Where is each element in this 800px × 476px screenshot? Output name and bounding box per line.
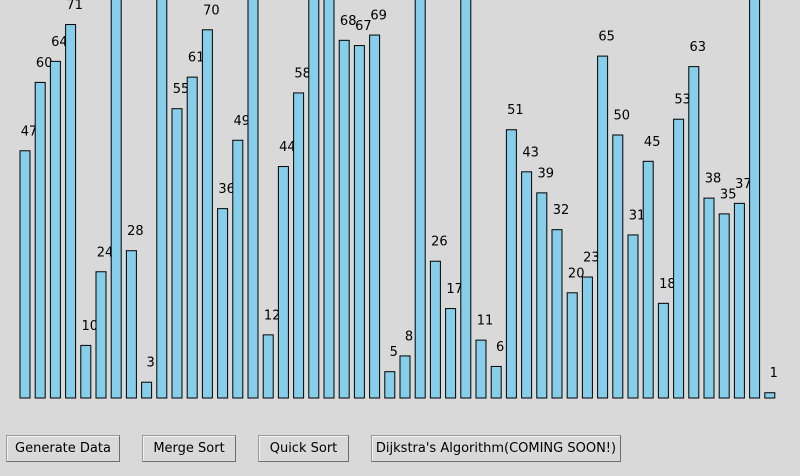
bar-value-label: 6 xyxy=(496,340,504,355)
bar xyxy=(80,344,92,399)
bar-value-label: 37 xyxy=(735,177,752,192)
bar xyxy=(171,108,183,399)
bar xyxy=(460,0,472,399)
bar-value-label: 39 xyxy=(538,166,555,181)
bar xyxy=(217,208,229,399)
bar xyxy=(369,34,381,399)
bar xyxy=(597,55,609,399)
bar-value-label: 49 xyxy=(234,114,251,129)
bar-value-label: 43 xyxy=(522,145,539,160)
bar-value-label: 64 xyxy=(51,35,68,50)
bar xyxy=(141,381,153,399)
bar xyxy=(749,0,761,399)
bar-value-label: 67 xyxy=(355,19,372,34)
bar xyxy=(733,202,745,399)
bar-value-label: 45 xyxy=(644,135,661,150)
bar-value-label: 58 xyxy=(294,66,311,81)
bar-value-label: 51 xyxy=(507,103,524,118)
bar-value-label: 5 xyxy=(390,345,398,360)
bar-value-label: 18 xyxy=(659,277,676,292)
bar xyxy=(293,92,305,399)
bar xyxy=(551,229,563,399)
bar-value-label: 69 xyxy=(370,9,387,24)
bar xyxy=(110,0,122,399)
bar xyxy=(521,171,533,399)
bar-value-label: 31 xyxy=(629,208,646,223)
bar-value-label: 55 xyxy=(173,82,190,97)
bar xyxy=(566,292,578,399)
bar xyxy=(718,213,730,399)
bar xyxy=(65,24,77,399)
bar-value-label: 71 xyxy=(66,0,83,13)
bar xyxy=(399,355,411,399)
bar xyxy=(475,339,487,399)
bar-value-label: 47 xyxy=(21,124,38,139)
bar-value-label: 61 xyxy=(188,51,205,66)
bar xyxy=(536,192,548,399)
bar xyxy=(657,302,669,399)
bar-value-label: 12 xyxy=(264,308,281,323)
bar xyxy=(703,197,715,399)
bar-value-label: 17 xyxy=(446,282,463,297)
bar-value-label: 3 xyxy=(146,356,154,371)
dijkstra-button[interactable]: Dijkstra's Algorithm(COMING SOON!) xyxy=(371,435,621,462)
bar xyxy=(49,60,61,399)
bar xyxy=(323,0,335,399)
bar-value-label: 24 xyxy=(97,245,114,260)
quick-sort-button[interactable]: Quick Sort xyxy=(258,435,349,462)
bar-value-label: 32 xyxy=(553,203,570,218)
bar xyxy=(338,39,350,399)
bar-value-label: 65 xyxy=(598,30,615,45)
bar-value-label: 8 xyxy=(405,329,413,344)
bar-value-label: 70 xyxy=(203,3,220,18)
generate-data-button[interactable]: Generate Data xyxy=(6,435,120,462)
bar xyxy=(353,45,365,399)
bar-value-label: 11 xyxy=(477,314,494,329)
bar xyxy=(201,29,213,399)
bar xyxy=(581,276,593,399)
bar-value-label: 26 xyxy=(431,235,448,250)
bar-value-label: 44 xyxy=(279,140,296,155)
bar xyxy=(262,334,274,399)
bar-value-label: 35 xyxy=(720,187,737,202)
bar-value-label: 60 xyxy=(36,56,53,71)
bar xyxy=(125,250,137,399)
bar xyxy=(490,365,502,399)
bar xyxy=(277,166,289,399)
bar xyxy=(247,0,259,399)
bar-value-label: 38 xyxy=(705,172,722,187)
bar-value-label: 63 xyxy=(690,40,707,55)
bar xyxy=(688,66,700,399)
bar-canvas: 4760647110248528392556170364980124458889… xyxy=(19,0,778,399)
bar xyxy=(642,160,654,399)
bar xyxy=(505,129,517,399)
bar xyxy=(384,371,396,399)
bar xyxy=(95,271,107,399)
bar xyxy=(673,118,685,399)
bar-value-label: 53 xyxy=(674,93,691,108)
bar-value-label: 50 xyxy=(614,109,631,124)
merge-sort-button[interactable]: Merge Sort xyxy=(142,435,236,462)
bar-value-label: 23 xyxy=(583,251,600,266)
bar xyxy=(308,0,320,399)
bar xyxy=(186,76,198,399)
bar xyxy=(612,134,624,399)
bar-value-label: 28 xyxy=(127,224,144,239)
bar xyxy=(34,81,46,399)
bar-value-label: 20 xyxy=(568,266,585,281)
bar xyxy=(429,260,441,399)
bar-value-label: 1 xyxy=(770,366,778,381)
bar-value-label: 36 xyxy=(218,182,235,197)
bar xyxy=(445,308,457,399)
bar xyxy=(627,234,639,399)
bar xyxy=(156,0,168,399)
bar-value-label: 10 xyxy=(82,319,99,334)
bar xyxy=(414,0,426,399)
bar xyxy=(764,392,776,399)
bar xyxy=(19,150,31,399)
bar xyxy=(232,139,244,399)
bar-value-label: 68 xyxy=(340,14,357,29)
